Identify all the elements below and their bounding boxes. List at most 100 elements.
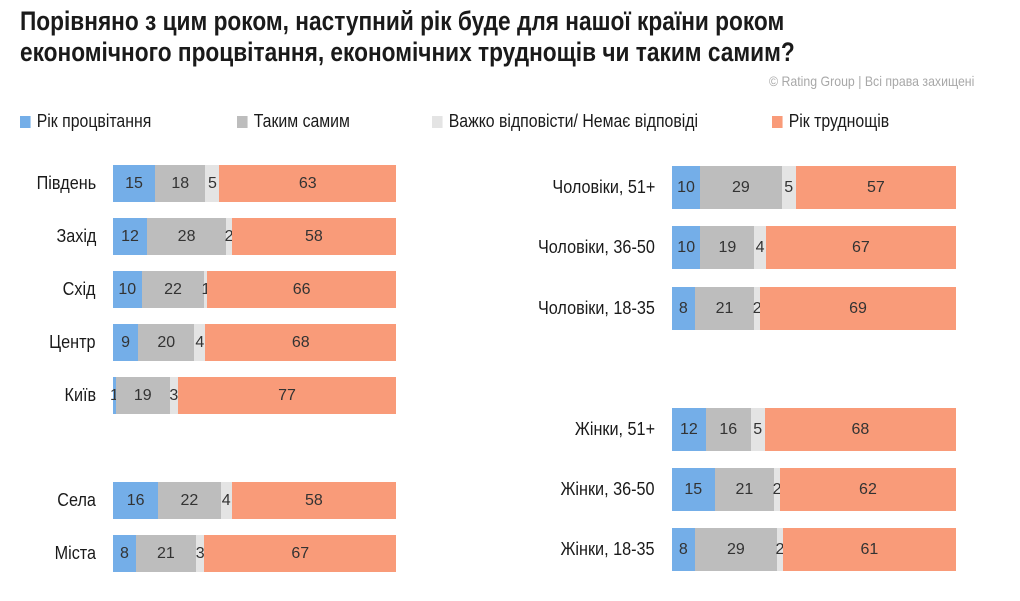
bar-segment: 21 xyxy=(714,468,775,511)
data-label: 20 xyxy=(157,333,176,351)
category-label: Чоловіки, 51+ xyxy=(552,176,655,197)
bar-segment: 15 xyxy=(113,165,156,202)
bar-segment: 57 xyxy=(795,166,956,209)
category-label: Чоловіки, 36-50 xyxy=(538,236,655,257)
data-label: 28 xyxy=(177,227,196,245)
data-label: 22 xyxy=(164,280,182,298)
category-label: Київ xyxy=(64,384,96,405)
bar-segment: 2 xyxy=(224,218,234,255)
bar-segment: 4 xyxy=(194,324,206,361)
bar-segment: 12 xyxy=(672,408,706,451)
data-label: 77 xyxy=(278,386,296,404)
bar-segment: 28 xyxy=(146,218,227,255)
data-label: 57 xyxy=(866,178,885,196)
data-label: 5 xyxy=(784,178,794,196)
bar-segment: 12 xyxy=(113,218,147,255)
data-label: 8 xyxy=(678,299,688,317)
data-label: 12 xyxy=(121,227,139,245)
data-label: 29 xyxy=(727,540,745,558)
bar-segment: 20 xyxy=(138,324,195,361)
data-label: 10 xyxy=(118,280,137,298)
data-label: 2 xyxy=(224,227,234,245)
copyright: © Rating Group | Всі права захищені xyxy=(768,73,974,89)
data-label: 67 xyxy=(851,238,870,256)
data-label: 5 xyxy=(753,420,763,438)
bar-segment: 69 xyxy=(760,287,956,330)
data-label: 8 xyxy=(678,540,688,558)
bar-segment: 5 xyxy=(205,165,220,202)
data-label: 4 xyxy=(221,491,231,509)
data-label: 68 xyxy=(291,333,310,351)
category-label: Жінки, 18-35 xyxy=(560,538,655,559)
data-label: 2 xyxy=(752,299,762,317)
bar-segment: 16 xyxy=(113,482,159,519)
data-label: 61 xyxy=(860,540,879,558)
bar-segment: 2 xyxy=(752,287,762,330)
bar-segment: 4 xyxy=(220,482,232,519)
legend-label: Таким самим xyxy=(253,111,350,131)
data-label: 21 xyxy=(156,544,175,562)
bar-segment: 8 xyxy=(113,535,136,572)
data-label: 66 xyxy=(292,280,311,298)
bar-segment: 8 xyxy=(672,287,695,330)
bar-segment: 10 xyxy=(113,271,142,308)
bar-segment: 58 xyxy=(231,218,396,255)
legend-label: Рік труднощів xyxy=(788,111,890,131)
data-label: 68 xyxy=(851,420,870,438)
data-label: 9 xyxy=(121,333,131,351)
bar-segment: 10 xyxy=(672,226,701,269)
bar-segment: 29 xyxy=(694,528,778,571)
data-label: 19 xyxy=(718,238,737,256)
legend-swatch xyxy=(772,115,783,128)
bar-segment: 67 xyxy=(765,226,956,269)
bar-segment: 68 xyxy=(205,324,396,361)
bar-segment: 3 xyxy=(169,377,179,414)
bar-segment: 9 xyxy=(113,324,139,361)
data-label: 18 xyxy=(171,174,190,192)
bar-segment: 5 xyxy=(750,408,765,451)
bar-segment: 29 xyxy=(700,166,782,209)
bar-segment: 19 xyxy=(700,226,755,269)
data-label: 8 xyxy=(119,544,129,562)
data-label: 22 xyxy=(180,491,199,509)
bar-segment: 67 xyxy=(204,535,396,572)
data-label: 3 xyxy=(195,544,205,562)
bar-segment: 21 xyxy=(694,287,755,330)
bar-segment: 63 xyxy=(219,165,396,202)
data-label: 4 xyxy=(755,238,765,256)
legend-swatch xyxy=(20,115,31,128)
data-label: 16 xyxy=(719,420,738,438)
bar-segment: 18 xyxy=(155,165,206,202)
bar-segment: 62 xyxy=(779,468,956,511)
legend-item: Важко відповісти/ Немає відповіді xyxy=(432,111,698,132)
bar-segment: 19 xyxy=(115,377,170,414)
category-label: Села xyxy=(57,489,96,510)
category-label: Схід xyxy=(63,278,96,299)
chart-title: Порівняно з цим роком, наступний рік буд… xyxy=(20,6,795,68)
data-label: 58 xyxy=(305,227,323,245)
legend-label: Рік процвітання xyxy=(36,111,152,131)
bar-segment: 5 xyxy=(781,166,796,209)
legend-item: Таким самим xyxy=(237,111,350,132)
data-label: 15 xyxy=(684,480,703,498)
legend-label: Важко відповісти/ Немає відповіді xyxy=(448,111,699,131)
data-label: 19 xyxy=(133,386,152,404)
data-label: 1 xyxy=(109,386,119,404)
data-label: 10 xyxy=(677,178,695,196)
bar-segment: 8 xyxy=(672,528,695,571)
category-label: Жінки, 51+ xyxy=(574,418,655,439)
bar-segment: 15 xyxy=(672,468,715,511)
bar-segment: 21 xyxy=(135,535,196,572)
title-line-2: економічного процвітання, економічних тр… xyxy=(20,37,795,67)
legend-item: Рік труднощів xyxy=(772,111,889,132)
data-label: 62 xyxy=(859,480,877,498)
data-label: 3 xyxy=(169,386,179,404)
category-label: Чоловіки, 18-35 xyxy=(538,297,655,318)
bar-segment: 1 xyxy=(201,271,211,308)
data-label: 21 xyxy=(715,299,734,317)
bar-segment: 3 xyxy=(196,535,205,572)
legend-swatch xyxy=(237,115,248,128)
data-label: 69 xyxy=(849,299,867,317)
data-label: 67 xyxy=(291,544,310,562)
data-label: 1 xyxy=(201,280,211,298)
